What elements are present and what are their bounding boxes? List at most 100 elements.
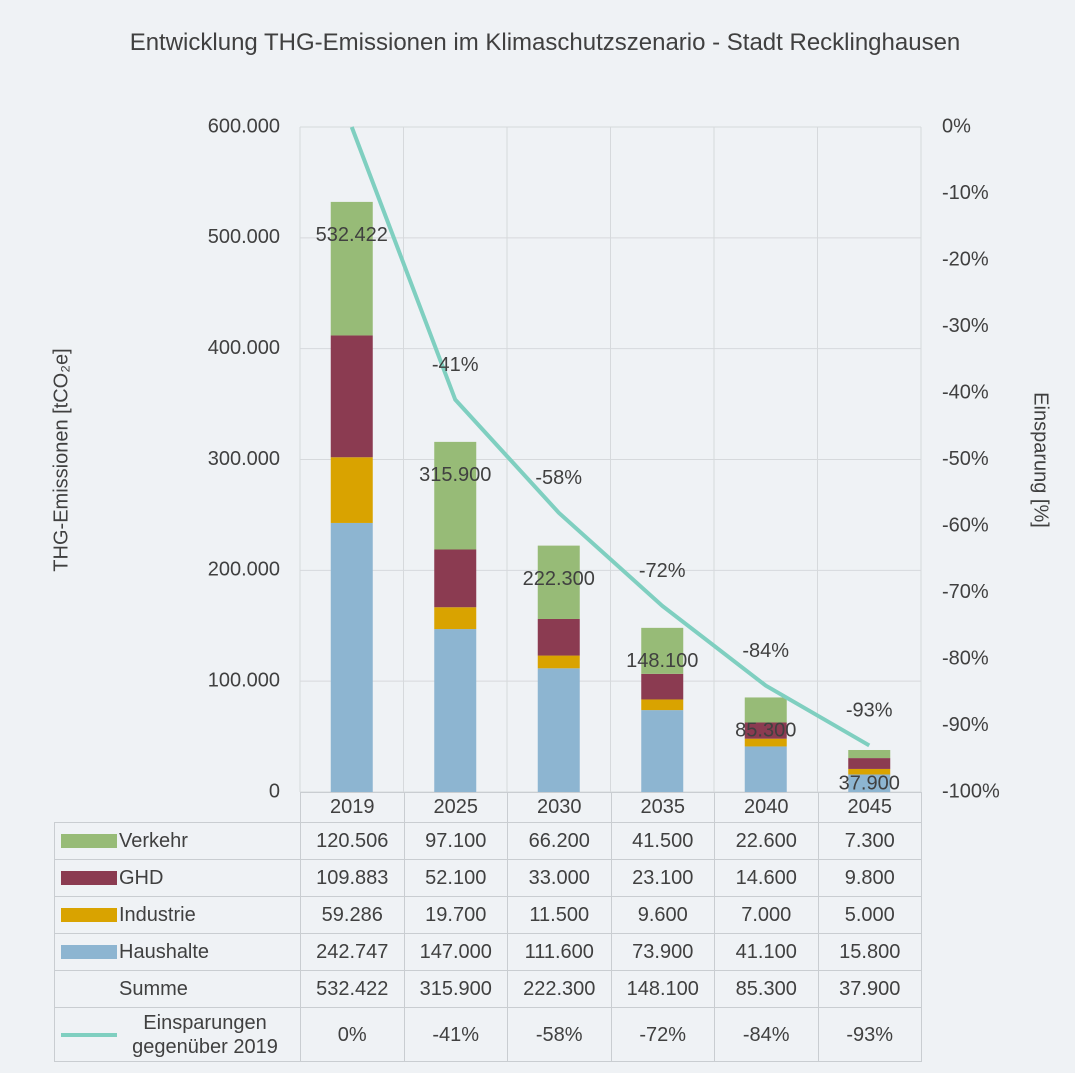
table-cell: 532.422: [300, 970, 405, 1008]
savings-label: -58%: [535, 467, 582, 489]
table-cell: 23.100: [610, 859, 715, 897]
legend-entry: Industrie: [54, 896, 301, 934]
bar-segment: [641, 699, 684, 711]
y-axis-title: THG-Emissionen [tCO₂e]: [50, 348, 72, 571]
table-cell: 66.200: [507, 822, 612, 860]
table-row: Verkehr 120.506 97.100 66.200 41.500 22.600 7.…: [54, 822, 922, 860]
bar-segment: [537, 668, 580, 792]
legend-entry: Haushalte: [54, 933, 301, 971]
y2-tick-label: -60%: [942, 514, 989, 536]
table-cell: 109.883: [300, 859, 405, 897]
y2-tick-label: -100%: [942, 780, 1000, 802]
table-cell: 41.100: [714, 933, 819, 971]
savings-line: [349, 126, 871, 748]
x-tick-label: 2035: [610, 792, 715, 823]
table-cell: -84%: [714, 1007, 819, 1062]
table-cell: -72%: [610, 1007, 715, 1062]
y-tick-label: 300.000: [208, 448, 280, 470]
y-tick-label: 200.000: [208, 559, 280, 581]
table-cell: 15.800: [817, 933, 922, 971]
table-row: Einsparungen gegenüber 2019 0% -41% -58% -72…: [54, 1007, 922, 1062]
table-cell: 242.747: [300, 933, 405, 971]
legend-swatch: [61, 908, 117, 923]
table-cell: 111.600: [507, 933, 612, 971]
table-cell: 7.000: [714, 896, 819, 934]
legend-label: Summe: [119, 977, 188, 1000]
table-cell: 9.800: [817, 859, 922, 897]
grid: [299, 126, 922, 793]
bar-segment: [537, 655, 580, 669]
legend-entry: Verkehr: [54, 822, 301, 860]
legend-swatch: [61, 834, 117, 849]
bar-segment: [744, 738, 787, 747]
bar-segment: [744, 746, 787, 792]
savings-label: -84%: [742, 640, 789, 662]
bar-segment: [434, 629, 477, 792]
bar-segment: [848, 758, 891, 769]
bar-segment: [848, 768, 891, 775]
y-tick-label: 600.000: [208, 115, 280, 137]
bar-segment: [537, 545, 580, 619]
table-cell: 148.100: [610, 970, 715, 1008]
table-cell: 222.300: [507, 970, 612, 1008]
y2-tick-label: 0%: [942, 115, 971, 137]
x-tick-label: 2030: [507, 792, 612, 823]
table-cell: 315.900: [403, 970, 508, 1008]
table-cell: -41%: [403, 1007, 508, 1062]
table-cell: 120.506: [300, 822, 405, 860]
legend-entry: Einsparungen gegenüber 2019: [54, 1007, 301, 1062]
legend-entry: Summe: [54, 970, 301, 1008]
bar-segment: [330, 522, 373, 792]
y2-tick-label: -90%: [942, 714, 989, 736]
total-label: 85.300: [735, 720, 796, 742]
bar-segment: [330, 335, 373, 458]
x-tick-label: 2040: [714, 792, 819, 823]
y2-tick-label: -50%: [942, 448, 989, 470]
chart-title: Entwicklung THG-Emissionen im Klimaschut…: [129, 29, 961, 56]
bar-segment: [641, 673, 684, 700]
legend-label: Industrie: [119, 903, 196, 926]
bar-segment: [434, 607, 477, 630]
savings-label: -72%: [639, 560, 686, 582]
y2-tick-label: -30%: [942, 315, 989, 337]
table-cell: 73.900: [610, 933, 715, 971]
savings-label: -93%: [846, 700, 893, 722]
bar-segment: [744, 722, 787, 739]
y-tick-label: 0: [269, 780, 280, 802]
y2-tick-label: -40%: [942, 381, 989, 403]
bar-segment: [641, 627, 684, 674]
table-cell: 0%: [300, 1007, 405, 1062]
table-cell: 5.000: [817, 896, 922, 934]
y-tick-label: 100.000: [208, 669, 280, 691]
table-row: Haushalte 242.747 147.000 111.600 73.900 41.1…: [54, 933, 922, 971]
legend-label: Einsparungen gegenüber 2019: [132, 1011, 278, 1058]
total-label: 148.100: [626, 650, 698, 672]
y2-tick-label: -20%: [942, 248, 989, 270]
legend-swatch: [61, 945, 117, 960]
table-cell: 37.900: [817, 970, 922, 1008]
bar-segment: [434, 441, 477, 550]
table-row: Industrie 59.286 19.700 11.500 9.600 7.000 5.0…: [54, 896, 922, 934]
table-cell: 59.286: [300, 896, 405, 934]
table-cell: 14.600: [714, 859, 819, 897]
legend-entry: GHD: [54, 859, 301, 897]
y2-axis-title: Einsparung [%]: [1030, 392, 1052, 528]
x-tick-label: 2019: [300, 792, 405, 823]
data-table: 2019 2025 2030 2035 2040 2045 Verkehr 120.506 97…: [54, 792, 922, 1062]
table-cell: -93%: [817, 1007, 922, 1062]
legend-line: [61, 1032, 117, 1037]
bar-segment: [641, 710, 684, 792]
bar-segment: [537, 618, 580, 656]
total-label: 222.300: [523, 568, 595, 590]
table-cell: -58%: [507, 1007, 612, 1062]
table-cell: 9.600: [610, 896, 715, 934]
bar-segment: [330, 201, 373, 336]
table-row: GHD 109.883 52.100 33.000 23.100 14.600 9.800: [54, 859, 922, 897]
y2-tick-label: -80%: [942, 647, 989, 669]
legend-label: Haushalte: [119, 940, 210, 963]
y2-tick-label: -10%: [942, 182, 989, 204]
table-cell: 22.600: [714, 822, 819, 860]
y-tick-label: 400.000: [208, 337, 280, 359]
